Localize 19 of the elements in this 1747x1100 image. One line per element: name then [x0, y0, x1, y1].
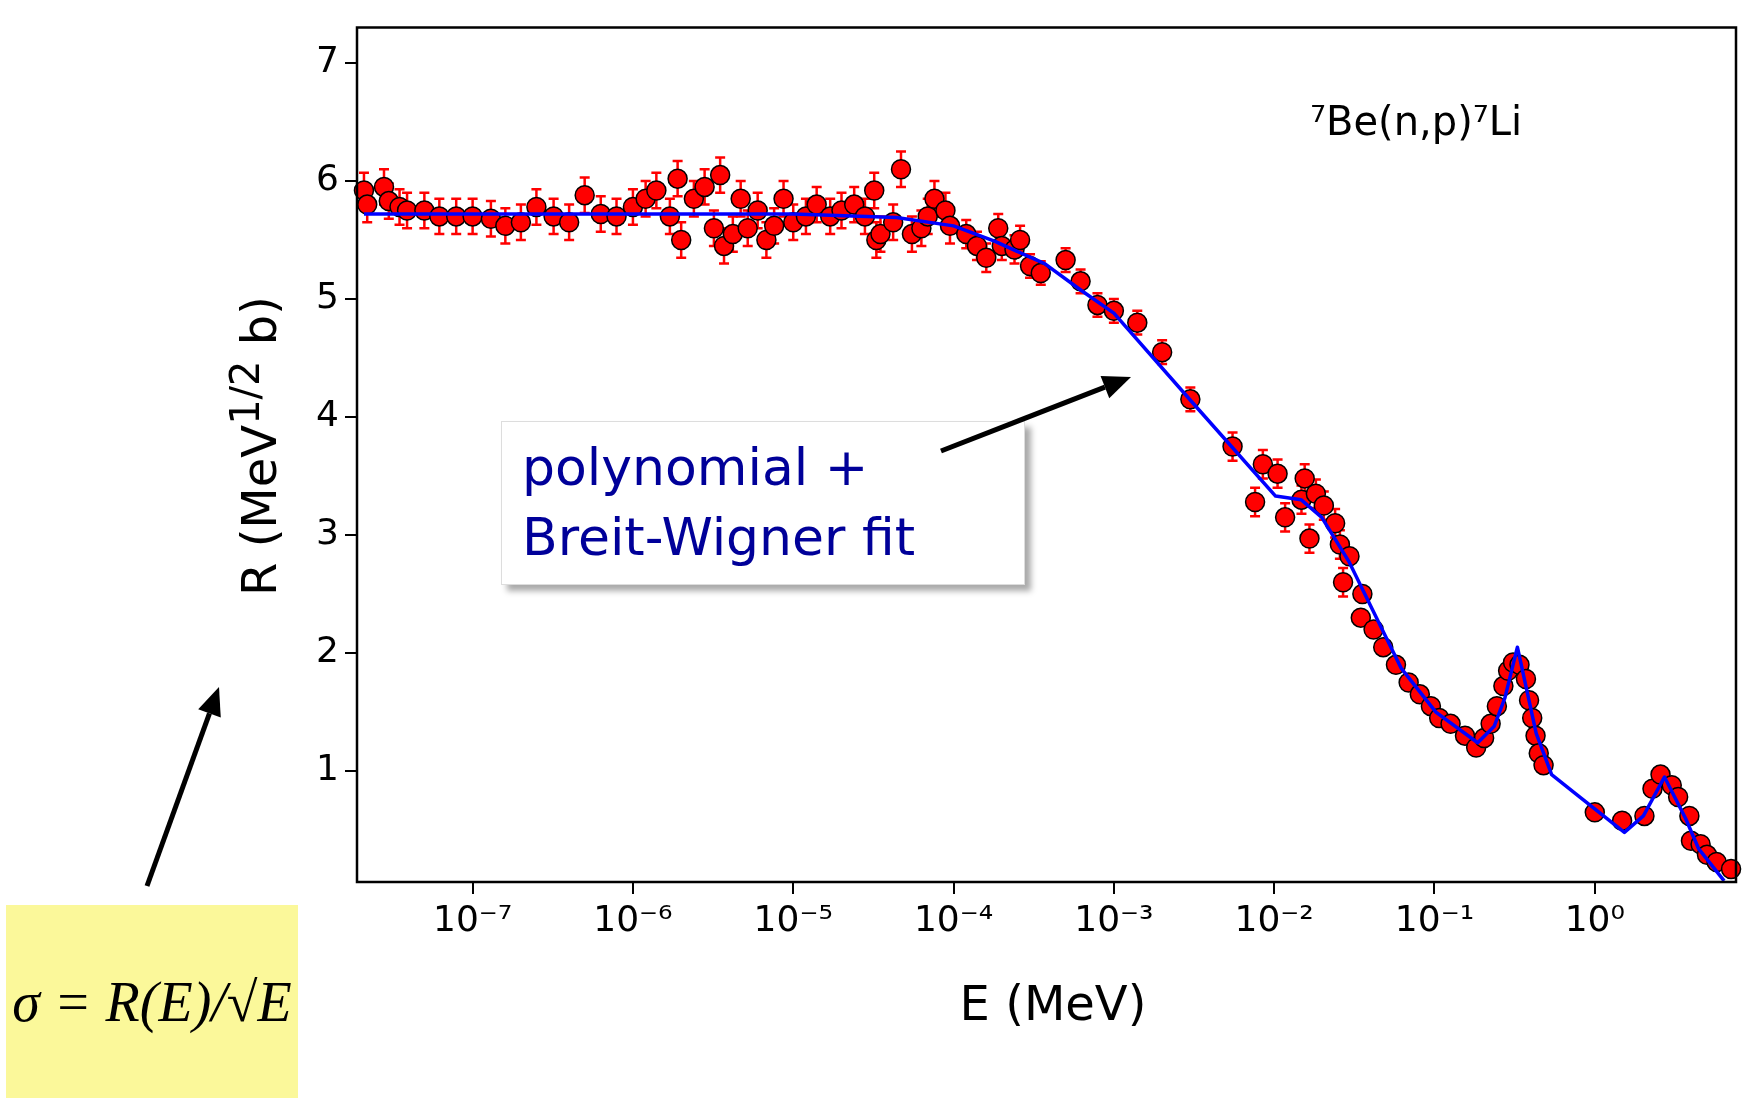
x-tick-label: 10⁻⁵ — [753, 897, 833, 939]
x-tick-label: 10⁻⁷ — [433, 897, 513, 939]
y-tick-label: 5 — [316, 275, 339, 317]
x-tick-label: 10⁻¹ — [1394, 897, 1475, 939]
text: ⁷Be(n,p)⁷Li — [1310, 98, 1523, 144]
y-tick-label: 3 — [316, 511, 339, 553]
y-tick-label: 6 — [316, 157, 339, 199]
x-tick-label: 10⁻⁶ — [593, 897, 673, 939]
x-tick-label: 10⁻³ — [1074, 897, 1154, 939]
y-tick-label: 7 — [316, 39, 339, 81]
y-tick-label: 1 — [316, 747, 339, 789]
x-tick-label: 10⁻⁴ — [913, 897, 994, 939]
x-tick-label: 10⁰ — [1564, 897, 1625, 939]
x-tick-label: 10⁻² — [1234, 897, 1314, 939]
y-tick-label: 4 — [316, 393, 339, 435]
x-axis-title: E (MeV) — [959, 975, 1147, 1031]
y-tick-label: 2 — [316, 629, 339, 671]
text: σ = R(E)/√E — [6, 905, 298, 1098]
text: polynomial + Breit-Wigner fit — [501, 421, 1025, 585]
